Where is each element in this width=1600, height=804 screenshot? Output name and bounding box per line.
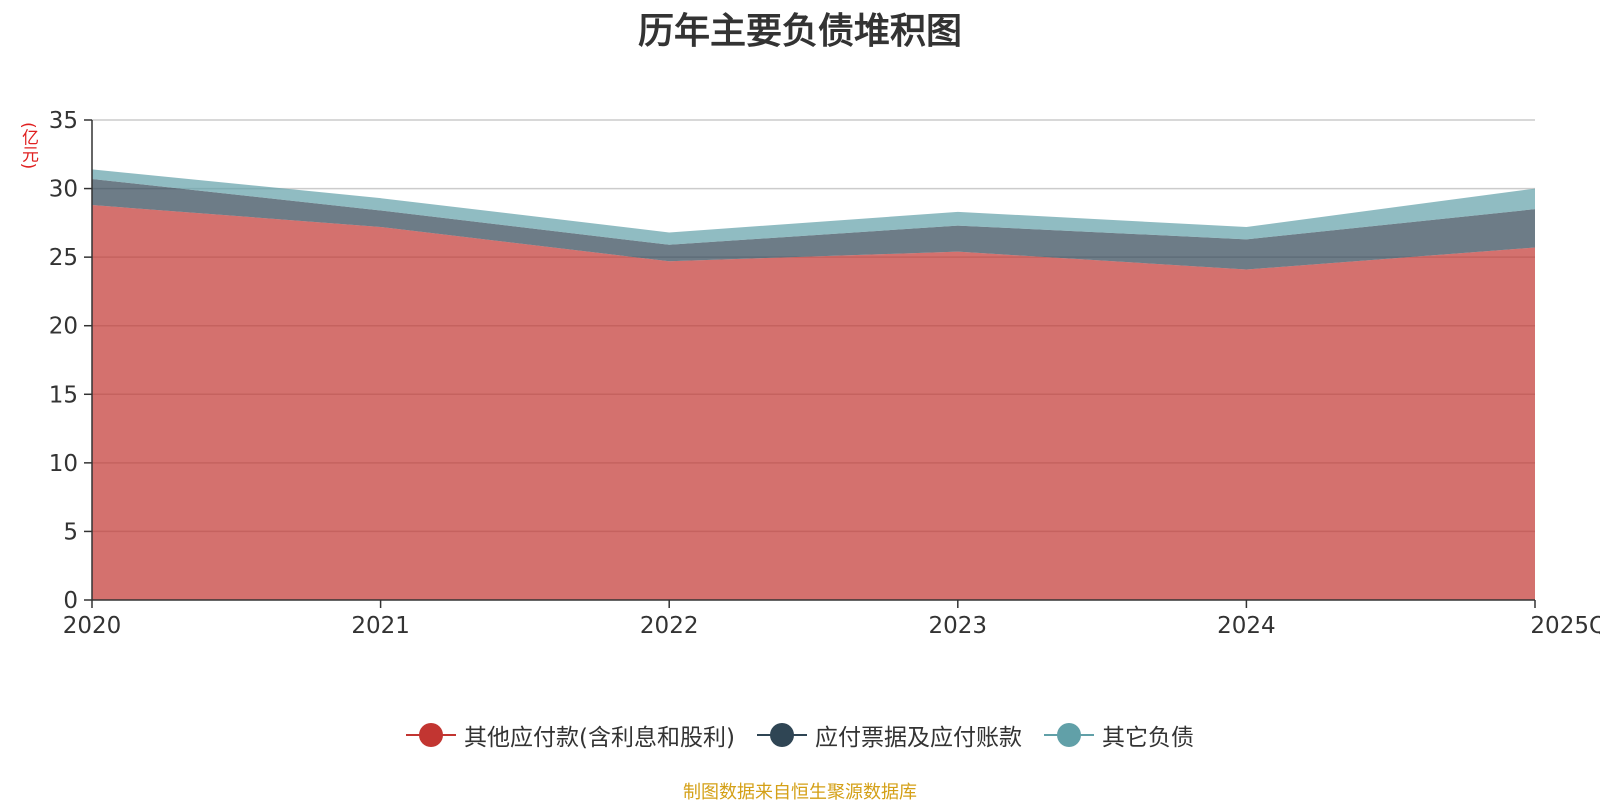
- y-tick-label: 0: [63, 588, 78, 614]
- data-source-note: 制图数据来自恒生聚源数据库: [683, 782, 917, 803]
- y-tick-label: 15: [49, 382, 78, 408]
- legend-item-other-liabilities[interactable]: 其它负债: [1043, 718, 1194, 752]
- legend-label: 其它负债: [1101, 725, 1194, 751]
- area-series-3: [92, 169, 1535, 245]
- x-tick-label: 2024: [1217, 613, 1276, 639]
- legend-marker-icon: [1043, 722, 1094, 748]
- chart-title: 历年主要负债堆积图: [637, 11, 962, 52]
- legend-item-notes-accounts-payable[interactable]: 应付票据及应付账款: [756, 718, 1022, 752]
- stacked-area-chart: 0 5 10 15 20 25 30 35 2020 2021 2022 2023 2024 2025Q1…: [49, 108, 1600, 639]
- legend-label: 其他应付款(含利息和股利): [464, 725, 735, 751]
- y-tick-label: 30: [49, 177, 78, 203]
- x-tick-label: 2023: [929, 613, 988, 639]
- y-tick-label: 5: [63, 519, 78, 545]
- area-series: [92, 169, 1535, 600]
- y-tick-label: 35: [49, 108, 78, 134]
- x-tick-label: 2020: [63, 613, 122, 639]
- axes: [84, 119, 1536, 608]
- legend-item-other-payables[interactable]: 其他应付款(含利息和股利): [406, 718, 735, 752]
- y-axis-unit: (亿元): [18, 122, 38, 170]
- legend: 其他应付款(含利息和股利) 应付票据及应付账款 其它负债: [0, 715, 1600, 755]
- y-tick-label: 20: [49, 314, 78, 340]
- y-tick-label: 25: [49, 245, 78, 271]
- legend-marker-icon: [756, 722, 807, 748]
- legend-label: 应付票据及应付账款: [814, 725, 1022, 751]
- area-series-1: [92, 205, 1535, 600]
- y-tick-label: 10: [49, 451, 78, 477]
- area-series-2: [92, 178, 1535, 270]
- legend-marker-icon: [406, 722, 457, 748]
- tick-labels: 0 5 10 15 20 25 30 35 2020 2021 2022 2023 2024 2025Q1…: [49, 108, 1600, 639]
- x-tick-label: 2021: [351, 613, 410, 639]
- x-tick-label: 2025Q1-Q3: [1530, 613, 1600, 639]
- x-tick-label: 2022: [640, 613, 699, 639]
